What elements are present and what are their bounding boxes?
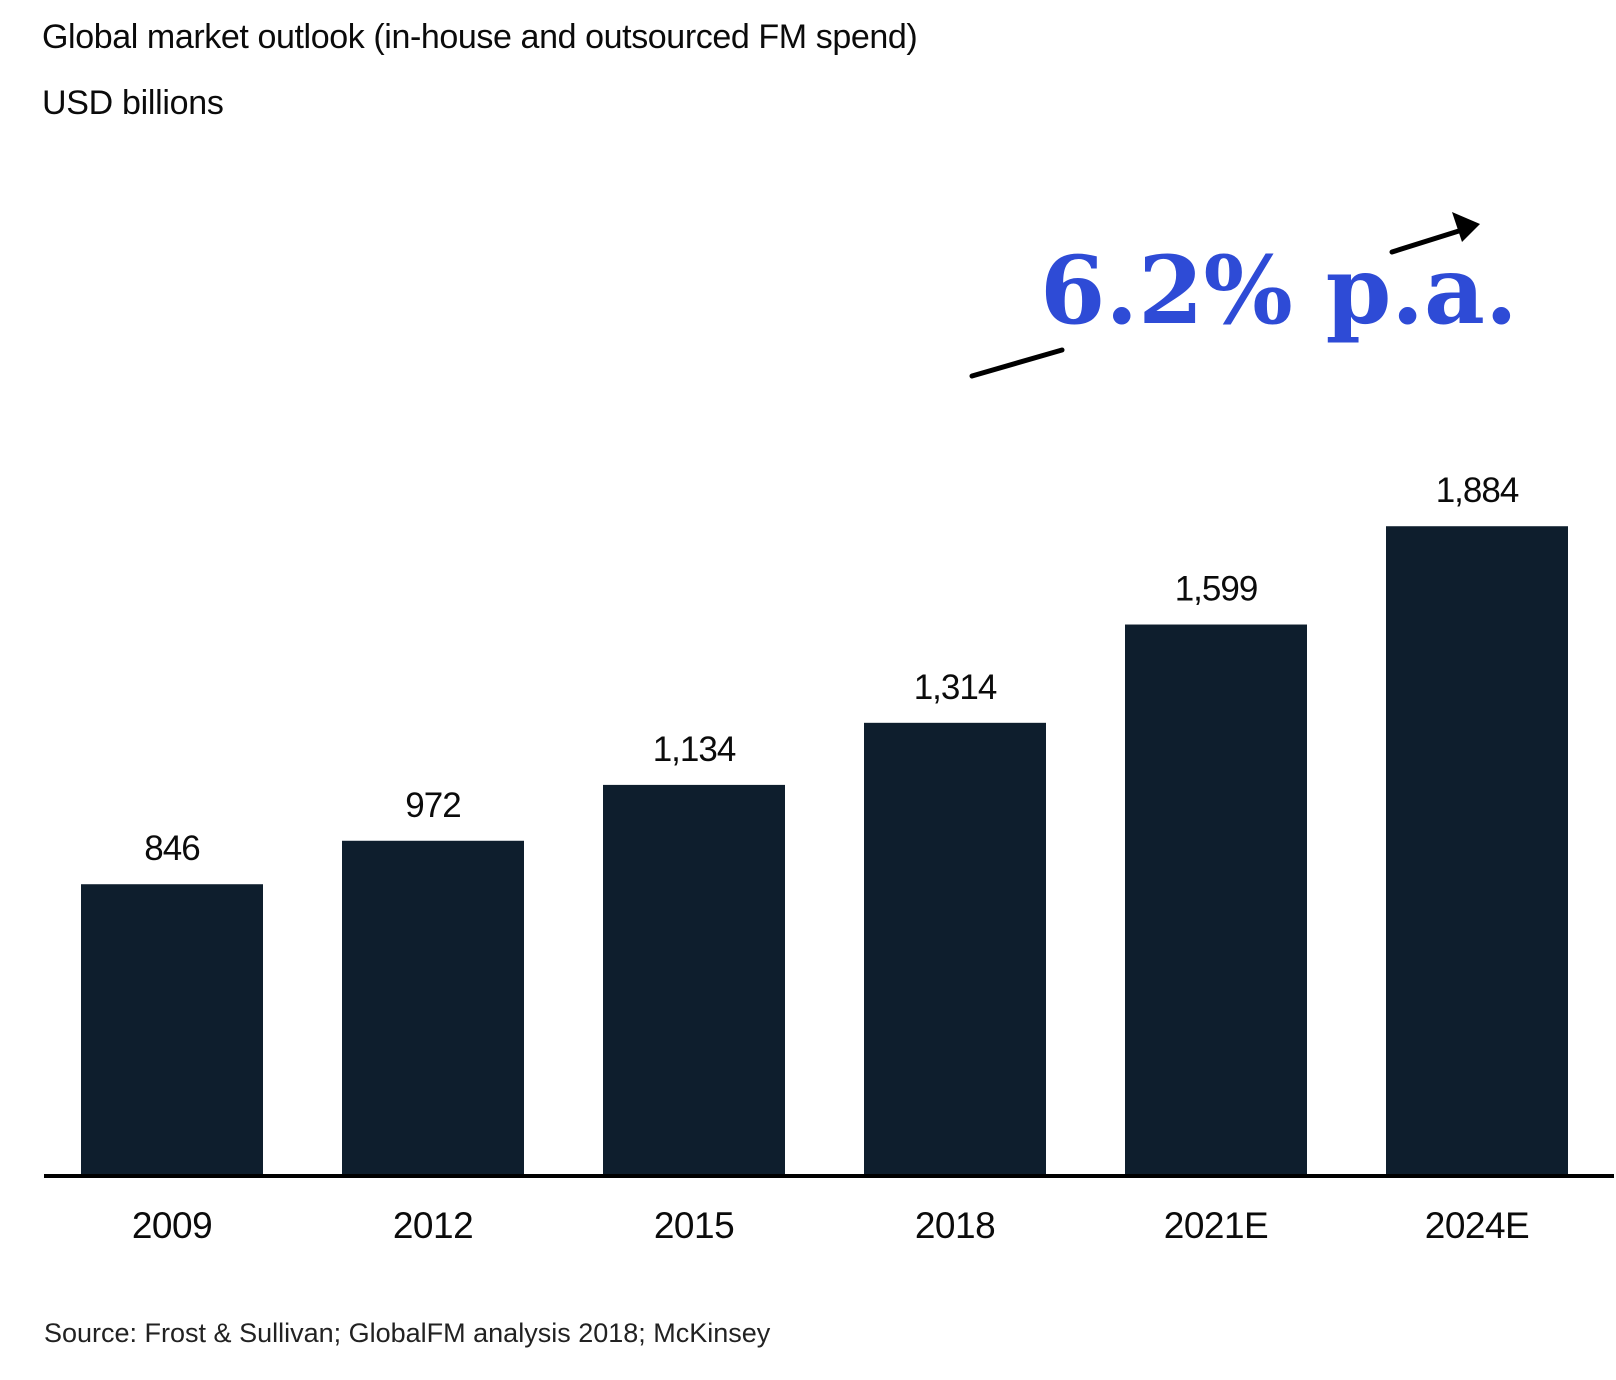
- bar-2021e: [1125, 624, 1307, 1174]
- tick-labels-layer: 2009 2012 2015 2018 2021E 2024E: [132, 1205, 1530, 1246]
- chart-title: Global market outlook (in-house and outs…: [42, 18, 918, 56]
- value-label-2018: 1,314: [914, 668, 997, 707]
- value-labels-layer: 846 972 1,134 1,314 1,599 1,884: [144, 471, 1520, 868]
- value-label-2012: 972: [405, 786, 460, 825]
- tick-label-2009: 2009: [132, 1205, 212, 1246]
- bar-2015: [603, 784, 785, 1174]
- value-label-2021e: 1,599: [1175, 570, 1258, 609]
- chart-subtitle: USD billions: [42, 84, 224, 122]
- bar-2009: [81, 884, 263, 1174]
- bar-2018: [864, 722, 1046, 1174]
- bars-layer: [81, 526, 1568, 1174]
- tick-label-2024e: 2024E: [1425, 1205, 1530, 1246]
- growth-rate-label: 6.2% p.a.: [1040, 236, 1518, 346]
- bar-2012: [342, 840, 524, 1174]
- value-label-2009: 846: [144, 829, 199, 868]
- tick-label-2018: 2018: [915, 1205, 995, 1246]
- value-label-2015: 1,134: [653, 730, 736, 769]
- tick-label-2012: 2012: [393, 1205, 473, 1246]
- growth-arrow-head: [1389, 227, 1465, 255]
- growth-annotation: 6.2% p.a.: [969, 212, 1518, 379]
- arrowhead-icon: [1452, 212, 1480, 242]
- growth-arrow-tail: [969, 347, 1065, 379]
- source-note: Source: Frost & Sullivan; GlobalFM analy…: [44, 1318, 771, 1348]
- tick-label-2021e: 2021E: [1164, 1205, 1269, 1246]
- value-label-2024e: 1,884: [1436, 471, 1519, 510]
- bar-2024e: [1386, 526, 1568, 1174]
- tick-label-2015: 2015: [654, 1205, 734, 1246]
